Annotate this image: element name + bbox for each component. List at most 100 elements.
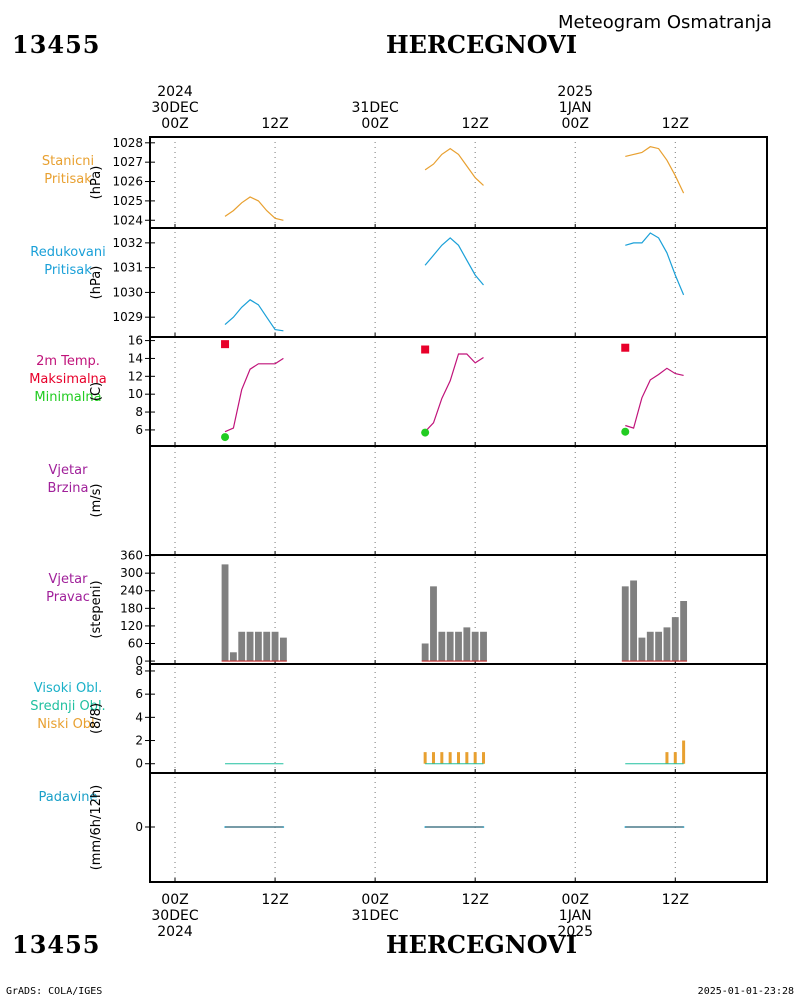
y-tick-label: 1032 [112,236,143,250]
time-label-top: 00Z [562,116,589,132]
y-axis-label: (mm/6h/12h) [89,785,104,871]
y-tick-label: 0 [135,654,143,668]
series-line [625,232,685,296]
panel-frame [149,227,768,338]
panel-label: Vjetar [49,463,89,478]
bar [246,631,254,662]
bar [482,752,486,764]
bar [430,586,437,662]
time-label-top: 1JAN [559,100,592,116]
time-label-top: 12Z [461,116,488,132]
time-label-bottom: 12Z [662,892,689,908]
panel-label: Visoki Obl. [34,681,102,696]
y-tick-label: 0 [135,757,143,771]
y-tick-label: 8 [135,664,143,678]
footer-credit: GrADS: COLA/IGES [6,986,103,997]
y-tick-label: 1029 [112,310,143,324]
time-label-bottom: 00Z [161,892,188,908]
y-axis-label: (hPa) [89,166,104,200]
panel-label: Brzina [48,481,89,496]
bar [263,631,271,662]
series-line [424,353,484,433]
y-tick-label: 16 [128,334,143,348]
panel-temperatura: 2m Temp. Maksimalna Minimalna(C) 6 8 10 12 14 16 [29,334,768,447]
bar [455,631,462,662]
station-id-top: 13455 [12,30,101,59]
time-label-bottom: 31DEC [352,908,399,924]
data-point [682,826,685,828]
panel-vjetar_pravac: Vjetar Pravac (stepeni) 0 60 120 180 240 300 360 [46,549,768,668]
y-axis-label: (C) [89,382,104,401]
y-tick-label: 6 [135,423,143,437]
panel-label: Redukovani [30,245,105,260]
bar [221,564,229,662]
y-axis-label: (hPa) [89,266,104,300]
panel-label: Pritisak [44,172,92,187]
min-marker [621,427,630,436]
y-tick-label: 1027 [112,155,143,169]
bar [480,631,487,662]
bar [630,580,638,662]
data-point [482,826,485,828]
y-tick-label: 1031 [112,261,143,275]
y-tick-label: 60 [128,636,143,650]
bar [431,752,435,764]
station-name-top: HERCEGNOVI [386,30,578,59]
panel-label: Vjetar [49,572,89,587]
bar [423,752,427,764]
series-line [625,146,685,194]
min-marker [221,433,230,442]
panel-label: 2m Temp. [36,354,100,369]
y-tick-label: 10 [128,387,143,401]
series-line [224,299,284,332]
footer-timestamp: 2025-01-01-23:28 [697,986,794,997]
y-tick-label: 180 [120,601,143,615]
time-label-bottom: 00Z [562,892,589,908]
max-marker [221,340,230,349]
max-marker [621,343,630,352]
min-marker [421,428,430,437]
bar [673,752,677,764]
y-tick-label: 12 [128,369,143,383]
time-label-bottom: 2025 [557,924,593,940]
y-tick-label: 300 [120,566,143,580]
time-label-bottom: 12Z [261,892,288,908]
panel-label: Pravac [46,590,90,605]
y-tick-label: 1026 [112,175,143,189]
bar [671,617,679,662]
bar [638,637,646,662]
y-tick-label: 120 [120,619,143,633]
bar [646,631,654,662]
y-tick-label: 6 [135,687,143,701]
series-line [224,196,284,221]
panel-label: Niski Obl. [37,717,99,732]
data-point [282,826,285,828]
bar [621,586,629,662]
chart-title: Meteogram Osmatranja [558,12,772,33]
bar [446,631,454,662]
bar [448,752,452,764]
bar [465,752,469,764]
time-label-bottom: 1JAN [559,908,592,924]
panel-frame [149,772,768,883]
series-line [424,237,484,286]
time-label-bottom: 30DEC [151,908,198,924]
panel-frame [149,445,768,556]
time-label-bottom: 12Z [461,892,488,908]
bar [238,631,246,662]
panel-padavine: Padavine(mm/6h/12h) 0 [39,772,768,883]
bar [471,631,479,662]
y-tick-label: 8 [135,405,143,419]
panel-oblacnost: Visoki Obl. Srednji Obl. Niski Obl.(8/8) 0 2… [30,663,768,774]
data-point [224,826,226,828]
panel-frame [149,136,768,229]
panel-label: Minimalna [34,390,101,405]
panel-label: Padavine [39,790,98,805]
panel-vjetar_brzina: Vjetar Brzina (m/s) [48,445,768,556]
y-tick-label: 1028 [112,136,143,150]
bar [254,631,262,662]
series-line [424,147,484,186]
y-tick-label: 1025 [112,194,143,208]
y-tick-label: 1024 [112,213,143,227]
